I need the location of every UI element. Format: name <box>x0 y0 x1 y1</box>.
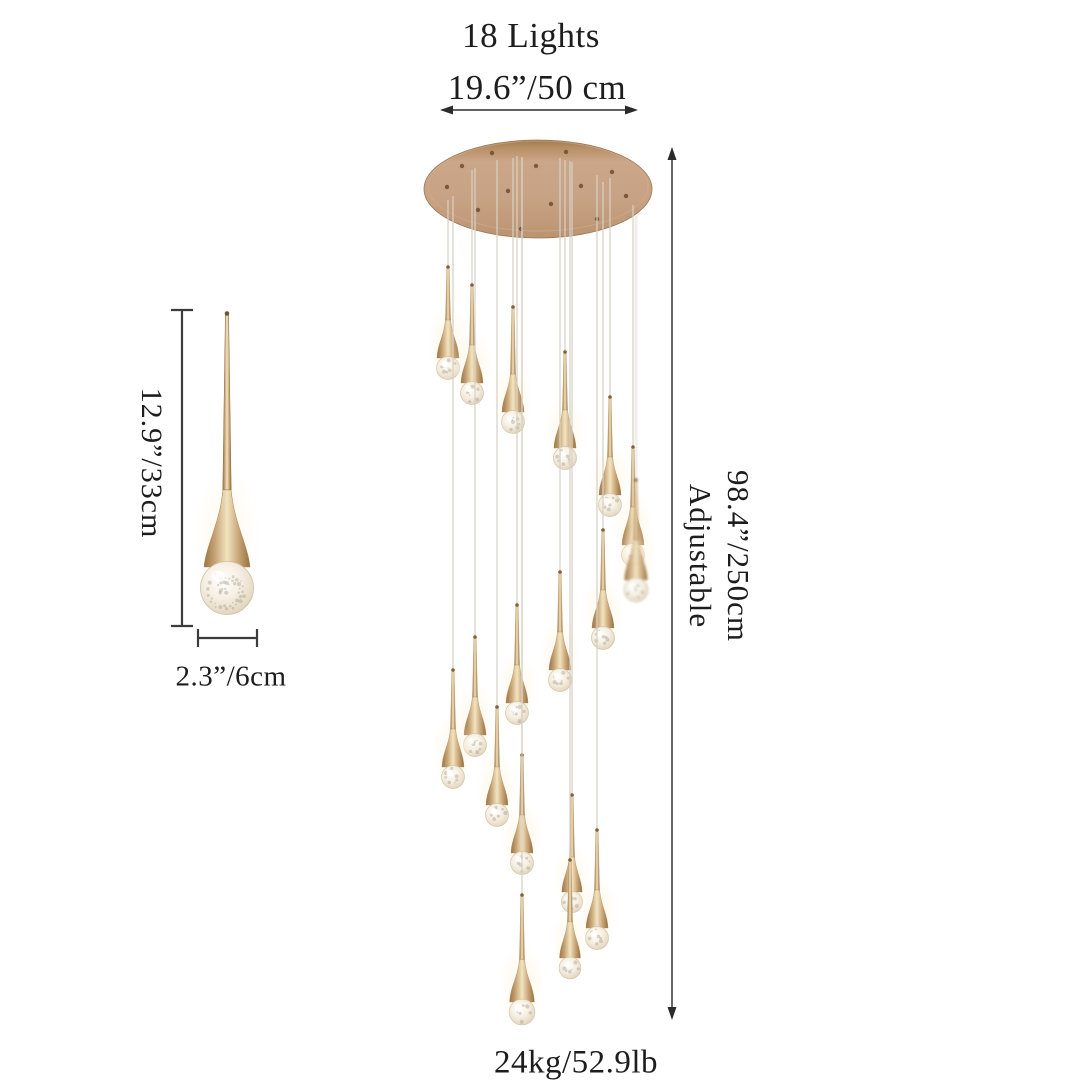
measurements <box>171 105 677 1020</box>
detail-stem <box>222 311 232 491</box>
pendant <box>477 160 517 827</box>
pendant <box>583 182 623 650</box>
canopy-width-arrow <box>440 105 638 115</box>
wire-hole <box>475 207 481 213</box>
pendant <box>553 162 591 913</box>
pendant <box>499 158 545 1026</box>
pendant <box>493 158 533 434</box>
drop-height-label-group: 98.4”/250cm Adjustable <box>681 470 757 642</box>
pendant-width-label: 2.3”/6cm <box>175 660 287 693</box>
pendant <box>545 160 585 470</box>
detail-funnel <box>203 489 251 568</box>
wire-hole <box>623 193 629 199</box>
pendant-height-line <box>171 308 193 628</box>
pendant <box>497 156 537 725</box>
ceiling-plate <box>423 139 653 239</box>
detail-pendant <box>193 311 261 615</box>
pendant-funnel <box>624 539 648 581</box>
wire-hole <box>578 183 584 189</box>
pendant <box>455 168 495 757</box>
wire-hole <box>533 163 539 169</box>
pendants <box>428 156 657 1026</box>
pendant <box>613 205 653 567</box>
drop-height-arrow <box>667 147 677 1020</box>
lights-count-label: 18 Lights <box>462 16 600 55</box>
pendant-funnel <box>598 456 622 496</box>
pendant-funnel <box>441 728 465 768</box>
wire-hole <box>444 184 450 190</box>
wire-hole <box>489 150 495 156</box>
pendant <box>577 175 617 950</box>
pendant-width-line <box>196 629 259 647</box>
wire-hole <box>459 163 465 169</box>
pendant <box>433 196 473 789</box>
wire-hole <box>505 188 511 194</box>
adjustable-label: Adjustable <box>683 483 718 629</box>
pendant <box>615 215 657 603</box>
pendant-funnel <box>559 921 581 959</box>
pendant-funnel <box>460 344 484 384</box>
weight-label: 24kg/52.9lb <box>493 1044 659 1081</box>
wire-hole <box>609 169 615 175</box>
pendant-funnel <box>485 766 509 806</box>
crystal-ball <box>548 668 572 692</box>
pendant-funnel <box>548 631 572 671</box>
pendant-funnel <box>463 696 487 736</box>
pendant-funnel <box>509 959 535 1003</box>
pendant-funnel <box>585 889 609 929</box>
canopy-width-label: 19.6”/50 cm <box>447 68 627 107</box>
pendant <box>551 161 589 980</box>
pendant <box>590 178 630 517</box>
wire-hole <box>548 201 554 207</box>
drop-height-label: 98.4”/250cm <box>721 470 756 642</box>
pendant-height-label: 12.9”/33cm <box>135 387 168 539</box>
wire-hole <box>563 149 569 155</box>
